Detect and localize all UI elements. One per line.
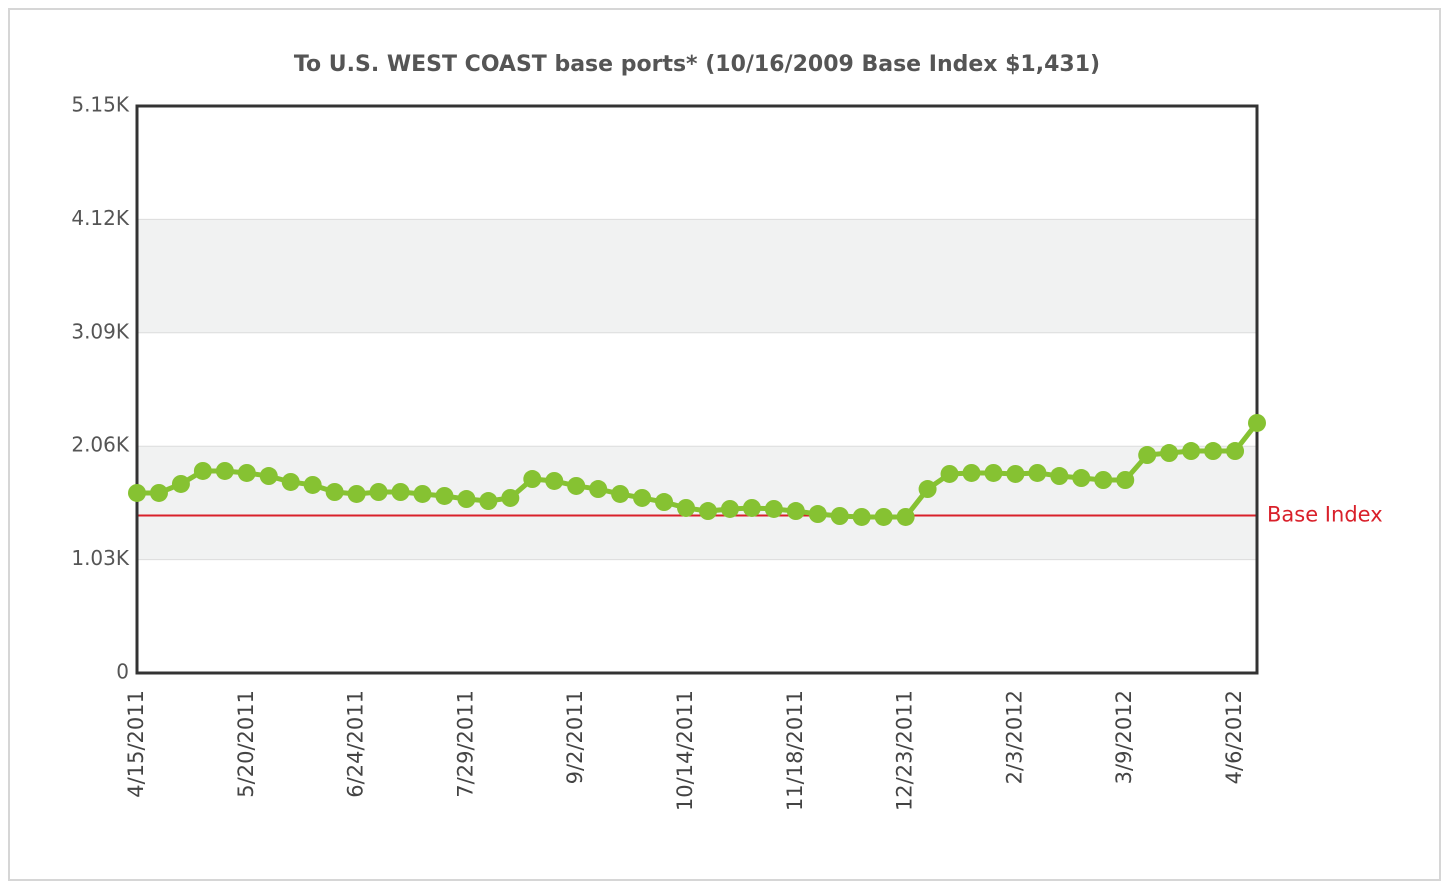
- data-point: [347, 484, 366, 503]
- data-point: [633, 488, 652, 507]
- x-tick-label: 9/2/2011: [563, 690, 587, 784]
- data-point: [1028, 463, 1047, 482]
- data-point: [128, 483, 146, 502]
- data-point: [940, 464, 959, 483]
- x-tick-label: 4/15/2011: [124, 690, 148, 798]
- x-tick-label: 6/24/2011: [344, 690, 368, 798]
- data-point: [1248, 413, 1266, 432]
- data-point: [1204, 442, 1223, 461]
- data-point: [698, 502, 717, 521]
- data-point: [1182, 442, 1201, 461]
- data-point: [237, 463, 256, 482]
- data-point: [413, 484, 432, 503]
- data-point: [545, 471, 564, 490]
- y-tick-label: 0: [116, 660, 129, 684]
- y-tick-label: 1.03K: [71, 546, 130, 570]
- data-point: [1072, 469, 1091, 488]
- data-point: [1050, 467, 1069, 486]
- x-tick-label: 2/3/2012: [1002, 690, 1026, 784]
- data-point: [720, 499, 739, 518]
- x-tick-label: 5/20/2011: [234, 690, 258, 798]
- y-tick-label: 2.06K: [71, 433, 130, 457]
- y-tick-label: 5.15K: [71, 93, 130, 117]
- data-point: [435, 486, 454, 505]
- data-point: [962, 463, 981, 482]
- x-tick-label: 10/14/2011: [673, 690, 697, 811]
- data-point: [830, 507, 849, 526]
- plot-border: [135, 104, 1259, 675]
- data-point: [1006, 464, 1025, 483]
- data-point: [1226, 442, 1245, 461]
- data-point: [655, 493, 674, 512]
- x-tick-label: 12/23/2011: [893, 690, 917, 811]
- data-point: [808, 505, 827, 524]
- data-point: [918, 480, 937, 499]
- data-point: [479, 492, 498, 511]
- data-line: [137, 421, 1259, 520]
- data-point: [303, 475, 322, 494]
- x-tick-label: 11/18/2011: [783, 690, 807, 811]
- grid-band: [137, 446, 1257, 560]
- chart-frame: [8, 8, 1441, 881]
- chart-title: To U.S. WEST COAST base ports* (10/16/20…: [294, 52, 1100, 77]
- data-point: [193, 461, 212, 480]
- data-point: [764, 499, 783, 518]
- data-point: [523, 470, 542, 489]
- data-point: [1094, 470, 1113, 489]
- data-point: [677, 498, 696, 517]
- data-point: [457, 490, 476, 509]
- data-point: [215, 461, 234, 480]
- data-point: [149, 483, 168, 502]
- data-point: [742, 498, 761, 517]
- base-index-label: Base Index: [1267, 502, 1383, 526]
- data-point: [171, 474, 190, 493]
- y-tick-label: 3.09K: [71, 319, 130, 343]
- grid-band: [137, 219, 1257, 333]
- data-point: [786, 502, 805, 521]
- data-point: [1116, 470, 1135, 489]
- y-tick-label: 4.12K: [71, 206, 130, 230]
- data-point: [1138, 446, 1157, 465]
- data-point: [984, 463, 1003, 482]
- data-point: [874, 507, 893, 526]
- data-point: [896, 507, 915, 526]
- x-tick-label: 3/9/2012: [1112, 690, 1136, 784]
- x-tick-label: 7/29/2011: [453, 690, 477, 798]
- data-point: [611, 484, 630, 503]
- data-point: [501, 488, 520, 507]
- data-point: [391, 483, 410, 502]
- data-point: [1160, 444, 1179, 463]
- data-point: [325, 483, 344, 502]
- data-point: [852, 507, 871, 526]
- data-point: [589, 480, 608, 499]
- data-point: [259, 467, 278, 486]
- x-tick-label: 4/6/2012: [1222, 690, 1246, 784]
- data-point: [281, 472, 300, 491]
- data-point: [567, 476, 586, 495]
- data-point: [369, 483, 388, 502]
